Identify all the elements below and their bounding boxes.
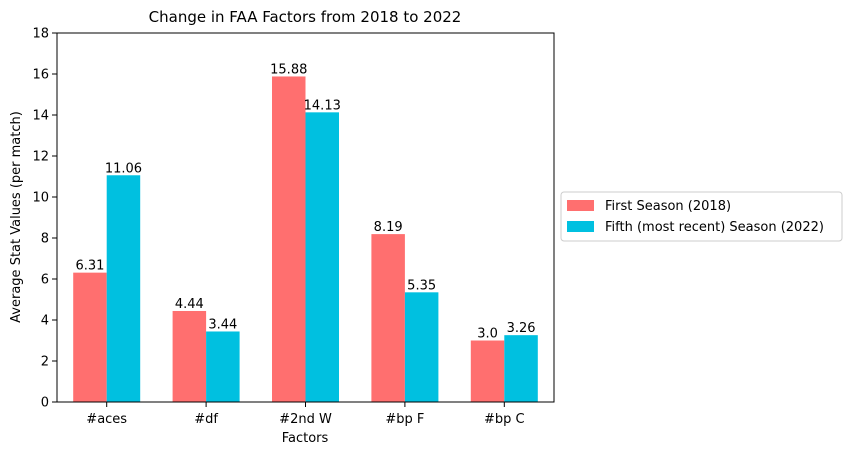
y-tick-label: 0	[41, 396, 49, 411]
y-tick-label: 10	[32, 191, 49, 206]
bar-value-label: 3.44	[208, 317, 237, 332]
legend: First Season (2018) Fifth (most recent) S…	[560, 191, 843, 242]
y-tick-label: 12	[32, 150, 49, 165]
bar-series-2-2	[206, 331, 240, 402]
y-axis-label: Average Stat Values (per match)	[9, 111, 24, 323]
x-tick-label: #bp F	[385, 412, 424, 427]
legend-swatch	[567, 200, 594, 211]
y-tick-label: 4	[41, 314, 49, 329]
bar-value-label: 3.0	[477, 327, 498, 342]
chart-title: Change in FAA Factors from 2018 to 2022	[149, 8, 462, 26]
x-tick-label: #2nd W	[279, 412, 332, 427]
y-tick-label: 14	[32, 109, 49, 124]
x-axis-label: Factors	[282, 431, 329, 446]
legend-swatch	[567, 221, 594, 232]
bar-value-label: 15.88	[270, 62, 307, 77]
bar-series-2-5	[504, 335, 538, 402]
bar-value-label: 5.35	[407, 278, 436, 293]
bar-value-label: 8.19	[374, 220, 403, 235]
bar-value-label: 11.06	[105, 161, 142, 176]
bar-series-1-5	[470, 340, 505, 402]
bar-value-label: 3.26	[507, 321, 536, 336]
y-tick-label: 18	[32, 27, 49, 42]
bar-series-2-1	[106, 175, 141, 402]
bar-series-2-3	[305, 112, 339, 403]
bar-value-label: 4.44	[175, 297, 204, 312]
bar-series-2-4	[404, 292, 439, 402]
bar-series-1-2	[172, 310, 207, 402]
bar-value-label: 14.13	[304, 98, 341, 113]
bar-value-label: 6.31	[75, 259, 104, 274]
bar-series-1-1	[73, 272, 107, 402]
bar-series-1-3	[272, 76, 306, 403]
x-tick-label: #bp C	[484, 412, 525, 427]
legend-label: Fifth (most recent) Season (2022)	[605, 220, 824, 235]
x-tick-label: #df	[194, 412, 218, 427]
plot-area: 6.31 4.44 15.88 8.19 3.0 11.06 3.44 14.13 5.35 3.…	[32, 27, 555, 427]
y-tick-label: 8	[41, 232, 49, 247]
y-tick-label: 6	[41, 273, 49, 288]
legend-label: First Season (2018)	[605, 199, 731, 214]
y-tick-label: 2	[41, 355, 49, 370]
y-tick-label: 16	[32, 68, 49, 83]
legend-box	[560, 191, 843, 242]
bar-series-1-4	[371, 234, 405, 402]
x-tick-label: #aces	[86, 412, 127, 427]
